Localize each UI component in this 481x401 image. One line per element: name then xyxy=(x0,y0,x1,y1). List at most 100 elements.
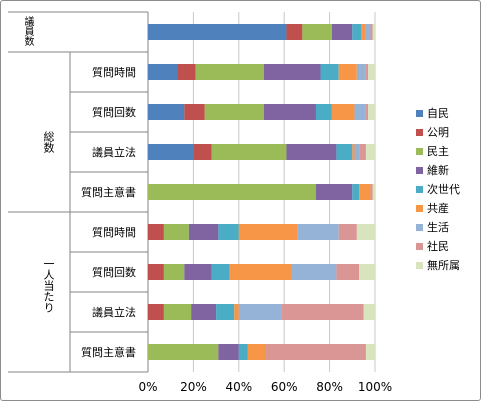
bar-segment xyxy=(211,264,230,280)
legend-label: 自民 xyxy=(427,107,449,120)
bar-segment xyxy=(281,304,364,320)
bar-segment xyxy=(315,104,332,120)
bar-segment xyxy=(365,64,369,80)
category-label: 議員立法 xyxy=(92,305,136,319)
group-label-giinsu: 議員数 xyxy=(22,16,33,46)
bar-segment xyxy=(148,344,219,360)
bar-segment xyxy=(361,24,366,40)
bar-segment xyxy=(238,304,282,320)
bar-segment xyxy=(365,144,375,160)
bar-segment xyxy=(372,184,375,200)
bar-segment xyxy=(184,104,205,120)
bar-segment xyxy=(211,144,287,160)
legend-swatch xyxy=(416,205,423,212)
bar-segment xyxy=(238,224,298,240)
legend-label: 社民 xyxy=(427,239,449,253)
bar-segment xyxy=(148,264,164,280)
bar-segment xyxy=(291,264,337,280)
group-label-soukazu: 総数 xyxy=(42,131,55,153)
bar-segment xyxy=(204,104,264,120)
category-label: 質問主意書 xyxy=(81,185,136,199)
legend-swatch xyxy=(416,262,423,269)
bar-segment xyxy=(338,224,357,240)
bar-segment xyxy=(218,344,239,360)
bar-segment xyxy=(365,24,371,40)
group-label-hitoriatari: 一人当たり xyxy=(42,258,55,313)
bar-segment xyxy=(148,144,194,160)
category-label: 議員立法 xyxy=(92,145,136,159)
legend-label: 共産 xyxy=(427,202,449,215)
x-tick-label: 40% xyxy=(225,380,252,394)
bar-segment xyxy=(148,224,164,240)
bar-segment xyxy=(286,144,337,160)
legend-swatch xyxy=(416,243,423,250)
bar-segment xyxy=(177,64,196,80)
legend-swatch xyxy=(416,224,423,231)
bar-segment xyxy=(184,264,212,280)
bar-segment xyxy=(218,224,239,240)
bar-segment xyxy=(163,264,185,280)
bar-segment xyxy=(229,264,292,280)
legend-swatch xyxy=(416,148,423,155)
legend-label: 維新 xyxy=(427,163,449,177)
bar-segment xyxy=(238,344,248,360)
bar-segment xyxy=(263,104,316,120)
bar-segment xyxy=(188,224,219,240)
bar-segment xyxy=(363,304,375,320)
bar-segment xyxy=(354,104,366,120)
bar-segment xyxy=(191,304,217,320)
legend-swatch xyxy=(416,167,423,174)
bar-segment xyxy=(286,24,303,40)
bar-segment xyxy=(365,344,375,360)
bar-segment xyxy=(336,144,353,160)
bar-segment xyxy=(163,224,189,240)
bar-segment xyxy=(297,224,339,240)
legend-label: 公明 xyxy=(427,126,449,139)
bar-segment xyxy=(148,64,178,80)
category-label: 質問時間 xyxy=(92,65,136,79)
x-tick-label: 0% xyxy=(138,380,157,394)
x-tick-label: 100% xyxy=(358,380,392,394)
bar-segment xyxy=(315,184,353,200)
bar-segment xyxy=(368,104,375,120)
bar-segment xyxy=(356,224,375,240)
bar-segment xyxy=(370,184,373,200)
bar-segment xyxy=(195,64,264,80)
x-tick-label: 80% xyxy=(316,380,343,394)
legend-label: 生活 xyxy=(427,220,449,234)
category-label: 質問回数 xyxy=(92,265,136,279)
category-label: 質問主意書 xyxy=(81,345,136,359)
bar-segment xyxy=(359,264,375,280)
bar-segment xyxy=(266,344,366,360)
x-tick-label: 60% xyxy=(271,380,298,394)
bar-segment xyxy=(247,344,267,360)
bar-segment xyxy=(331,104,355,120)
bar-segment xyxy=(336,264,360,280)
bar-segment xyxy=(365,104,369,120)
legend-label: 民主 xyxy=(427,145,449,158)
bar-segment xyxy=(216,304,235,320)
legend-label: 無所属 xyxy=(427,258,460,272)
category-label: 質問回数 xyxy=(92,105,136,119)
bar-segment xyxy=(163,304,192,320)
bar-segment xyxy=(320,64,339,80)
x-tick-label: 20% xyxy=(180,380,207,394)
bar-segment xyxy=(338,64,357,80)
bar-segment xyxy=(370,24,373,40)
bar-segment xyxy=(368,64,375,80)
category-label: 質問時間 xyxy=(92,225,136,239)
bar-segment xyxy=(352,184,360,200)
bar-segment xyxy=(148,304,164,320)
bar-segment xyxy=(352,144,355,160)
bar-segment xyxy=(148,184,316,200)
bar-segment xyxy=(352,24,362,40)
legend-label: 次世代 xyxy=(427,182,460,196)
bar-segment xyxy=(356,64,366,80)
bar-segment xyxy=(234,304,239,320)
bar-segment xyxy=(359,144,366,160)
legend-swatch xyxy=(416,129,423,136)
bar-segment xyxy=(193,144,212,160)
bar-segment xyxy=(354,144,360,160)
bar-segment xyxy=(359,184,371,200)
